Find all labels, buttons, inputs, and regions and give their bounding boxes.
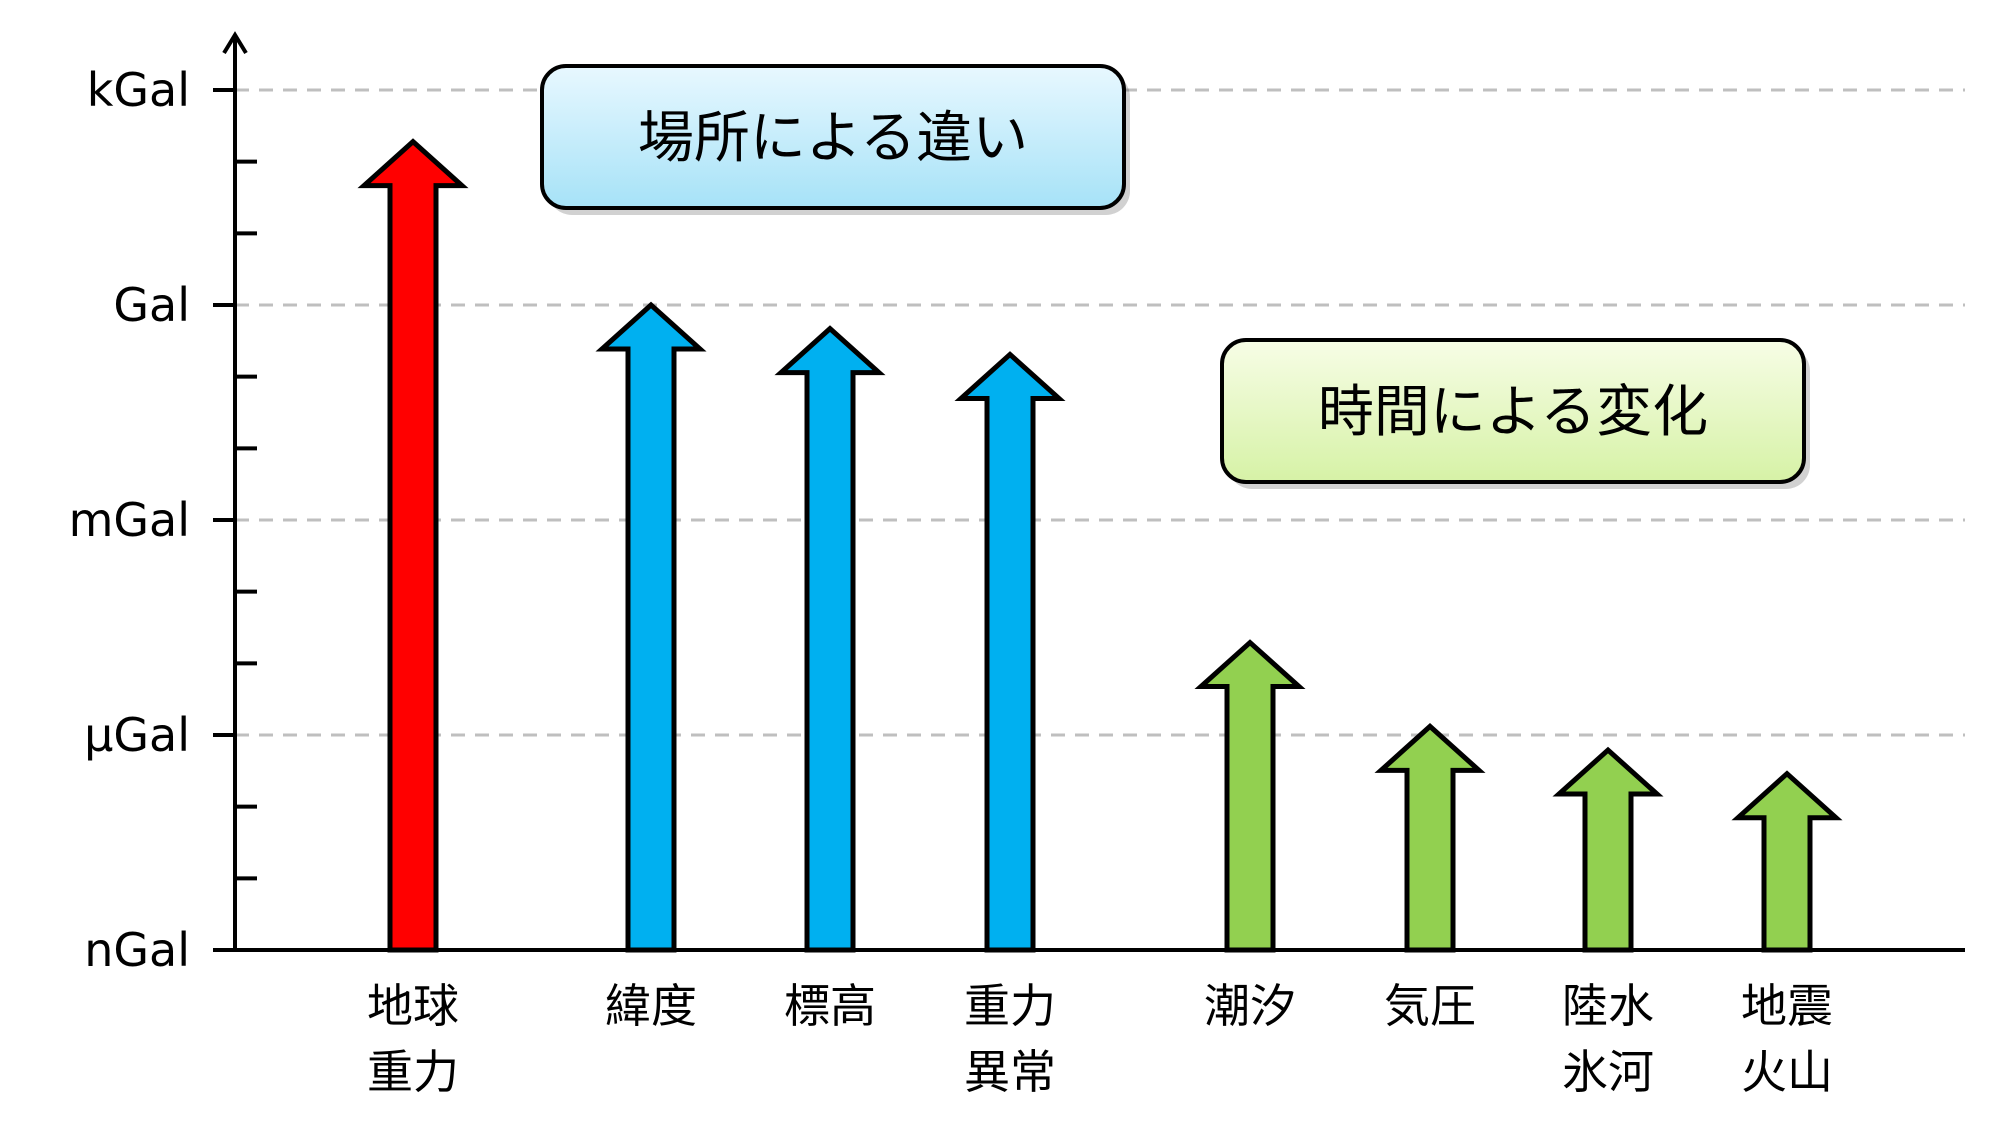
bars	[357, 138, 1843, 953]
group-label-text: 時間による変化	[1318, 380, 1708, 445]
group-label-box	[540, 64, 1126, 210]
group-label-box	[1220, 338, 1806, 484]
x-category-label: 地震	[1741, 979, 1833, 1033]
bar-arrow	[1731, 770, 1843, 953]
x-category-label: 重力	[367, 1045, 459, 1099]
bar-arrow	[954, 351, 1066, 953]
y-axis-arrowhead	[222, 31, 248, 55]
x-category-label: 地球	[367, 979, 459, 1033]
bar-arrow	[1374, 723, 1486, 953]
x-category-label: 火山	[1741, 1045, 1833, 1099]
bar-arrow	[595, 301, 707, 953]
group-label-text: 場所による違い	[638, 106, 1028, 171]
axes: nGal µGal mGal Gal kGal	[69, 31, 1965, 977]
x-category-label: 氷河	[1562, 1045, 1654, 1099]
bar-arrow	[357, 138, 469, 953]
bar-arrow	[1194, 639, 1306, 953]
x-category-label: 緯度	[605, 979, 697, 1033]
bar-arrow	[774, 325, 886, 953]
y-tick-label: nGal	[84, 923, 190, 977]
x-category-label: 異常	[964, 1045, 1056, 1099]
x-category-label: 標高	[784, 979, 876, 1033]
x-category-label: 気圧	[1384, 979, 1476, 1033]
y-tick-label: kGal	[87, 63, 190, 117]
x-category-label: 潮汐	[1204, 979, 1296, 1033]
y-tick-label: µGal	[84, 708, 190, 762]
y-tick-label: Gal	[113, 278, 190, 332]
x-category-label: 陸水	[1562, 979, 1654, 1033]
bar-arrow	[1552, 746, 1664, 953]
y-tick-label: mGal	[69, 493, 190, 547]
x-category-label: 重力	[964, 979, 1056, 1033]
